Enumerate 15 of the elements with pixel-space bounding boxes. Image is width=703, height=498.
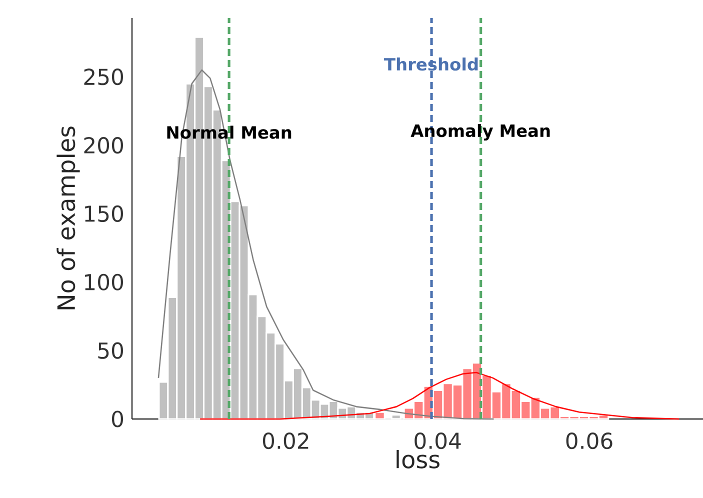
x-axis-title: loss [396, 450, 440, 468]
ref-line-label: Normal Mean [167, 126, 292, 139]
x-tick-label: 0.04 [414, 432, 461, 450]
y-tick-label: 150 [85, 205, 124, 222]
y-tick-label: 100 [85, 274, 124, 290]
y-tick-label: 0 [112, 410, 124, 428]
y-tick-label: 200 [84, 136, 124, 154]
ref-line-label: Threshold [384, 58, 478, 71]
y-tick-label: 50 [98, 342, 124, 359]
y-axis-title: No of examples [56, 126, 80, 310]
y-tick-label: 250 [84, 68, 124, 86]
ref-line-label: Anomaly Mean [410, 124, 550, 141]
line-series [199, 372, 680, 420]
x-tick-label: 0.02 [262, 432, 308, 450]
x-tick-label: 0.06 [566, 432, 612, 450]
